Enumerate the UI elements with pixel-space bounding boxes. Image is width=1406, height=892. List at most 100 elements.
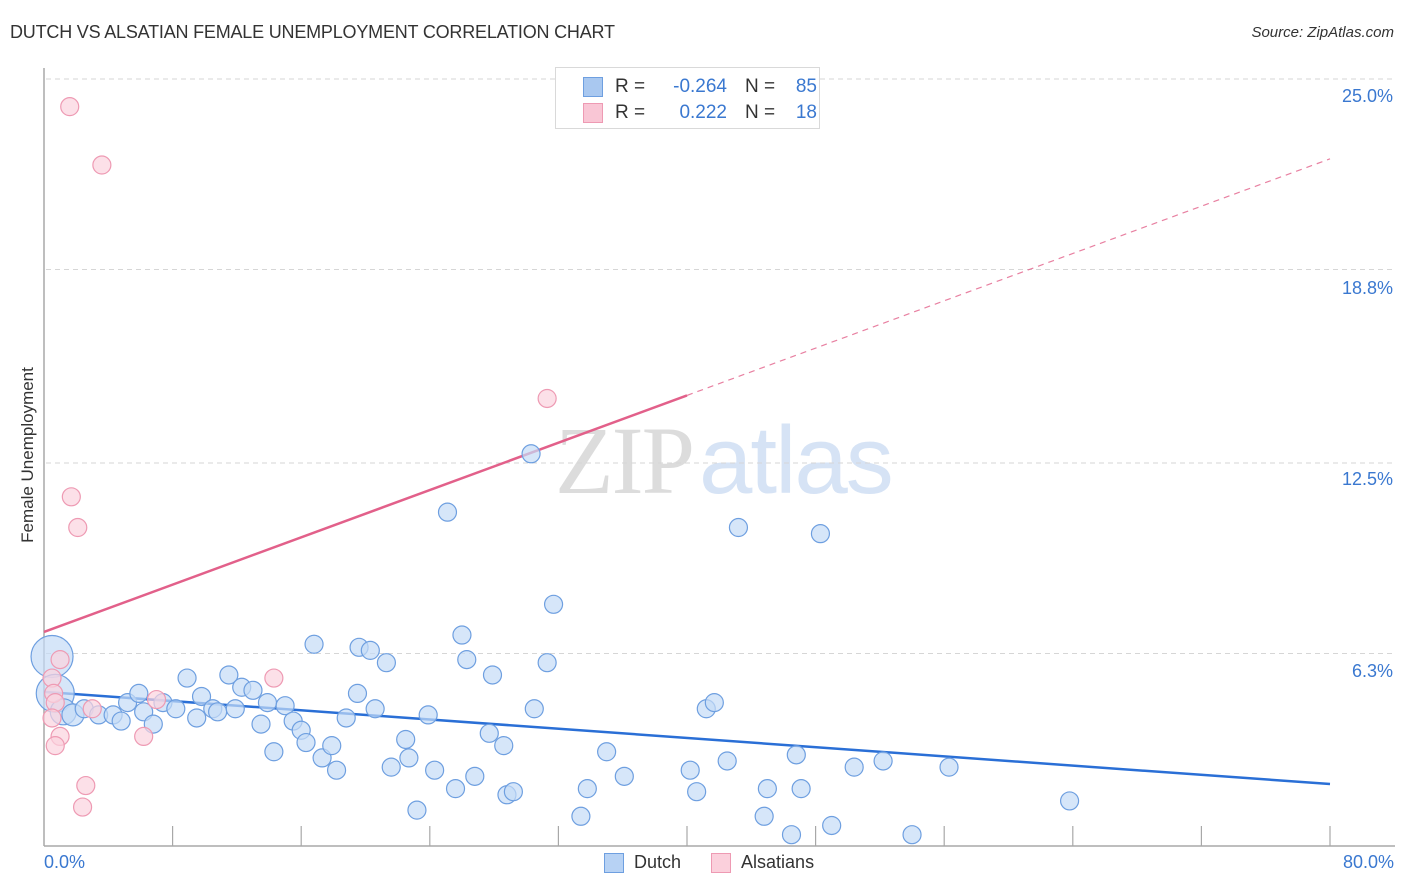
data-point [1059,791,1080,811]
data-point [521,444,541,464]
data-point [166,699,186,719]
data-point [251,714,271,734]
data-point [902,825,922,845]
gridlines [46,78,1395,654]
data-point [577,779,597,799]
data-point [45,736,65,756]
data-point [376,653,396,673]
data-point [257,693,278,713]
legend-label-dutch: Dutch [634,852,682,872]
alsatians-swatch-icon [583,103,603,123]
data-point [754,806,774,826]
r-value: -0.264 [673,76,727,97]
data-point [92,155,112,175]
alsatians-legend-swatch-icon [711,852,732,873]
y-tick-25: 25.0% [1341,86,1393,106]
trendline-extrapolated [686,158,1331,396]
x-tick-0: 0.0% [44,852,86,872]
data-point [225,699,245,719]
data-point [399,748,419,768]
legend-row-alsatians: R = 0.222 N = 18 [583,101,817,125]
y-tick-12-5: 12.5% [1341,469,1393,489]
n-label: N = [745,102,776,123]
trendline [43,690,1331,786]
data-point [781,825,802,845]
data-point [687,782,707,802]
data-point [437,502,458,522]
data-point [680,760,700,780]
data-point [571,806,591,826]
data-point [208,702,228,722]
data-point [543,594,564,614]
data-point [494,736,514,756]
data-point [425,760,445,780]
data-point [704,693,724,713]
y-tick-6-3: 6.3% [1351,661,1393,681]
data-point [822,815,842,836]
y-axis-label: Female Unemployment [18,367,37,543]
data-point [219,665,239,685]
data-point [82,699,102,719]
chart-title: DUTCH VS ALSATIAN FEMALE UNEMPLOYMENT CO… [10,22,615,42]
trendlines [43,158,1331,786]
n-value: 85 [795,76,817,97]
data-point [452,625,472,645]
data-point [264,742,284,762]
data-point [418,705,438,725]
dutch-swatch-icon [583,77,603,97]
data-point [537,388,557,409]
data-point [76,775,96,796]
correlation-legend: R = -0.264 N = 85 R = 0.222 N = 18 [555,67,820,129]
data-point [304,634,324,654]
n-value: 18 [795,102,817,123]
data-point [296,732,316,753]
data-point [191,686,212,707]
data-point [479,723,499,743]
n-label: N = [745,76,776,97]
legend-item-dutch[interactable]: Dutch [604,852,681,873]
data-point [68,517,88,538]
data-point [786,745,806,765]
data-point [597,742,617,762]
r-label: R = [615,76,646,97]
data-point [134,726,154,747]
data-point [457,650,477,670]
data-point [243,680,263,700]
r-value: 0.222 [679,102,727,123]
data-point [187,708,207,728]
source-label: Source: ZipAtlas.com [1251,24,1394,41]
data-points [30,97,1080,845]
data-point [111,711,131,731]
series-legend: Dutch Alsatians [604,852,844,873]
data-point [482,665,503,685]
data-point [264,668,284,688]
data-point [347,683,368,704]
data-point [614,766,634,786]
data-point [537,653,557,673]
data-point [60,97,80,117]
data-point [326,760,347,780]
r-label: R = [615,102,646,123]
trendline [43,394,688,634]
legend-item-alsatians[interactable]: Alsatians [711,852,814,873]
data-point [503,782,523,802]
data-point [177,668,197,688]
data-point [873,751,893,771]
data-point [407,800,427,820]
x-tick-80: 80.0% [1342,852,1394,872]
data-point [524,699,544,719]
data-point [146,689,167,710]
data-point [445,779,466,799]
data-point [791,779,811,799]
data-point [844,757,864,777]
data-point [810,524,831,544]
y-tick-18-8: 18.8% [1341,278,1393,298]
data-point [61,487,81,507]
data-point [336,708,356,728]
data-point [757,779,777,799]
data-point [939,757,959,777]
data-point [275,696,295,716]
dutch-legend-swatch-icon [604,852,624,873]
data-point [396,729,416,750]
